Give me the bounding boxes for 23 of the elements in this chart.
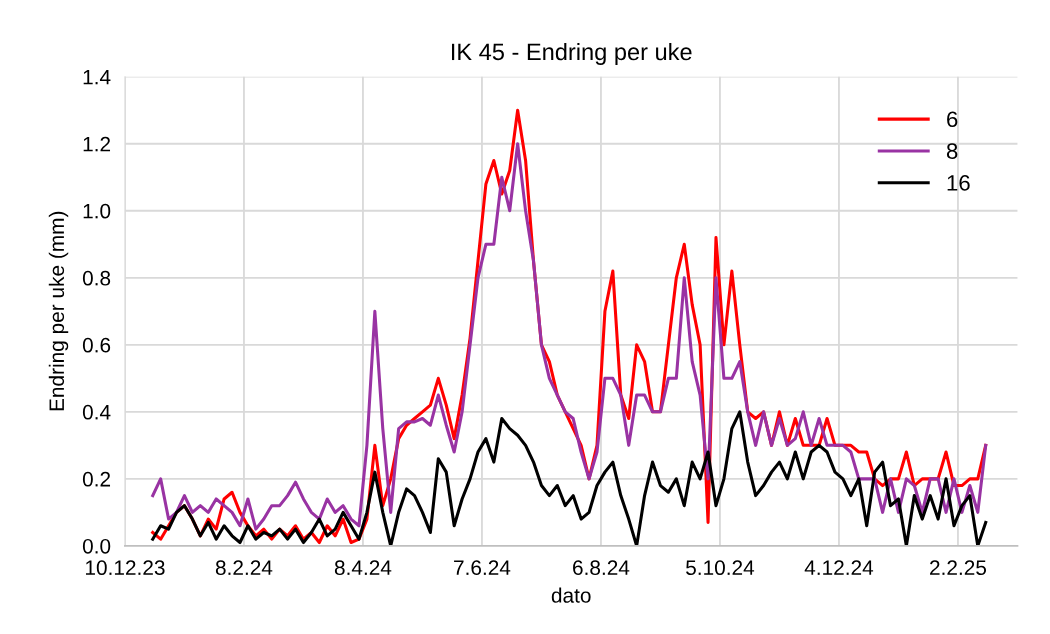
y-tick-label: 1.0 xyxy=(83,203,111,219)
legend-label: 6 xyxy=(947,111,958,128)
x-tick-label: 8.4.24 xyxy=(334,560,392,576)
y-tick-label: 1.4 xyxy=(83,69,111,85)
x-tick-label: 2.2.25 xyxy=(930,560,987,576)
x-tick-label: 5.10.24 xyxy=(686,560,755,576)
x-tick-label: 8.2.24 xyxy=(215,560,273,576)
y-tick-label: 1.2 xyxy=(83,136,111,152)
x-tick-label: 6.8.24 xyxy=(573,560,630,576)
line-series xyxy=(151,410,988,546)
legend-label: 8 xyxy=(946,143,958,159)
y-tick-label: 0.6 xyxy=(82,337,111,353)
y-tick-label: 0.0 xyxy=(82,538,111,554)
chart-title: IK 45 - Endring per uke xyxy=(451,42,692,65)
x-tick-label: 7.6.24 xyxy=(454,560,511,576)
y-tick-label: 0.2 xyxy=(82,471,111,487)
x-tick-label: 4.12.24 xyxy=(804,560,874,575)
legend-label: 16 xyxy=(947,175,970,191)
x-axis-title: dato xyxy=(551,587,591,603)
y-axis-title: Endring per uke (mm) xyxy=(48,211,69,411)
y-tick-label: 0.8 xyxy=(82,270,111,286)
y-tick-label: 0.4 xyxy=(82,404,111,420)
x-tick-label: 10.12.23 xyxy=(85,560,165,576)
